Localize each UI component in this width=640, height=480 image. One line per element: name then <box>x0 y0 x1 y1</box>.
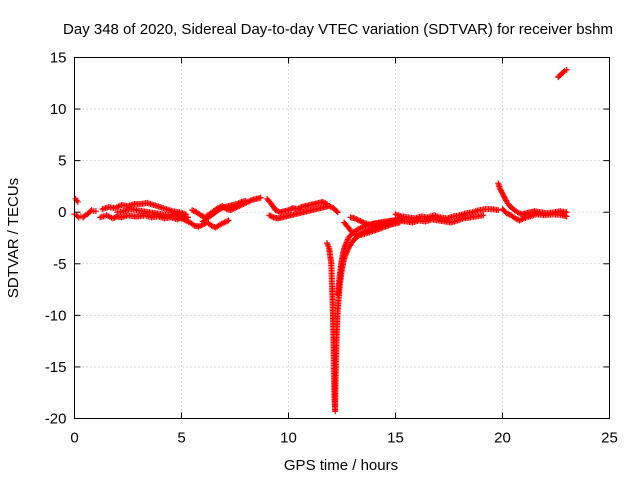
y-tick-label: 0 <box>58 204 66 221</box>
data-point <box>495 207 502 214</box>
x-tick-label: 10 <box>280 430 297 447</box>
y-tick-label: 5 <box>58 153 66 170</box>
data-point <box>111 214 118 221</box>
data-point <box>184 214 191 221</box>
chart-title: Day 348 of 2020, Sidereal Day-to-day VTE… <box>63 21 613 38</box>
y-tick-labels: -20 -15 -10 -5 0 5 10 15 <box>45 50 67 428</box>
data-point <box>286 206 293 213</box>
series-arc-k2 <box>499 206 570 224</box>
series-arc-l <box>555 66 570 81</box>
series-arc-h <box>264 195 331 216</box>
x-tick-label: 5 <box>177 430 185 447</box>
series-arc-h2 <box>266 203 341 222</box>
data-point <box>74 198 81 205</box>
y-tick-label: -15 <box>45 359 67 376</box>
data-point <box>257 194 264 201</box>
x-tick-labels: 0 5 10 15 20 25 <box>70 430 618 447</box>
series-dip-a <box>324 219 399 415</box>
data-point <box>225 217 232 224</box>
data-point <box>563 66 570 73</box>
series-arc-e <box>178 215 232 231</box>
series-arc-g <box>199 197 249 225</box>
axis-ticks <box>74 57 610 419</box>
data-point <box>560 68 567 75</box>
y-axis-label: SDTVAR / TECUs <box>5 178 22 298</box>
plot-frame <box>74 57 610 419</box>
data-point <box>333 208 340 215</box>
series-arc-k <box>495 180 570 218</box>
grid-lines <box>74 57 610 419</box>
x-tick-label: 20 <box>494 430 511 447</box>
data-point <box>242 197 249 204</box>
y-tick-label: -10 <box>45 307 67 324</box>
series-arc-i <box>392 206 502 222</box>
data-point <box>81 213 88 220</box>
y-tick-label: 15 <box>50 50 67 67</box>
data-point <box>92 208 99 215</box>
x-tick-label: 15 <box>387 430 404 447</box>
series-dip-c <box>341 219 403 239</box>
y-tick-label: -20 <box>45 411 67 428</box>
x-tick-label: 25 <box>601 430 618 447</box>
data-point <box>563 213 570 220</box>
y-tick-label: -5 <box>53 256 66 273</box>
y-tick-label: 10 <box>50 101 67 118</box>
series-arc-a2 <box>72 195 81 205</box>
x-tick-label: 0 <box>70 430 78 447</box>
data-points <box>71 66 570 415</box>
data-point <box>269 213 276 220</box>
x-axis-label: GPS time / hours <box>284 457 398 474</box>
series-arc-a <box>71 207 99 221</box>
data-point <box>480 212 487 219</box>
series-dip-d <box>347 214 405 228</box>
data-point <box>334 209 341 216</box>
series-arc-j <box>396 212 487 226</box>
